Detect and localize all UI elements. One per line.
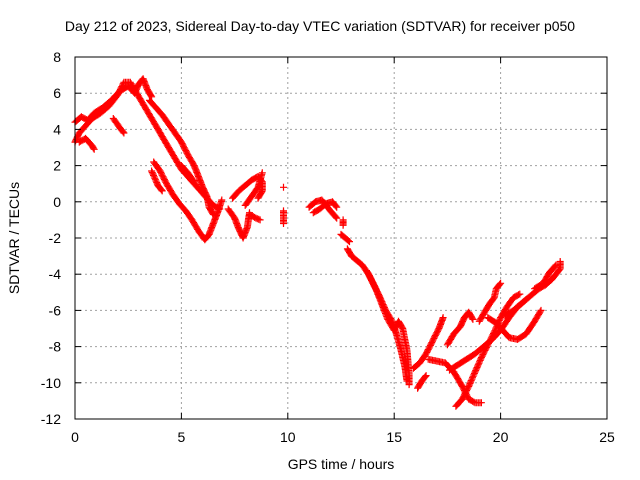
- series-i: [225, 206, 253, 242]
- x-tick-label: 0: [71, 429, 79, 445]
- x-tick-label: 15: [386, 429, 402, 445]
- y-axis-label: SDTVAR / TECUs: [6, 182, 22, 294]
- series-x: [444, 309, 477, 349]
- y-tick-label: -8: [49, 339, 62, 355]
- x-tick-label: 20: [493, 429, 509, 445]
- y-tick-label: 2: [53, 158, 61, 174]
- y-tick-label: -2: [49, 230, 62, 246]
- y-tick-label: 0: [53, 194, 61, 210]
- chart-canvas: 0 5 10 15 20 25 -12 -10 -8 -6 -4 -2 0 2 4 6 8: [0, 0, 640, 480]
- y-tick-label: -10: [41, 375, 61, 391]
- x-tick-label: 25: [599, 429, 615, 445]
- y-tick-label: -4: [49, 266, 62, 282]
- y-tick-label: 6: [53, 85, 61, 101]
- series-v: [414, 372, 430, 392]
- tick-labels: 0 5 10 15 20 25 -12 -10 -8 -6 -4 -2 0 2 4 6 8: [41, 49, 615, 445]
- y-tick-label: -12: [41, 411, 61, 427]
- series-d: [110, 115, 128, 137]
- series-r: [340, 216, 347, 228]
- data-point: [280, 184, 287, 191]
- y-tick-label: -6: [49, 302, 62, 318]
- data-point: [478, 399, 485, 406]
- data-point: [280, 220, 287, 227]
- series-n: [280, 207, 287, 227]
- grid-layer: [75, 57, 607, 419]
- series-m: [280, 184, 287, 191]
- x-axis-label: GPS time / hours: [75, 456, 607, 472]
- x-tick-label: 10: [280, 429, 296, 445]
- x-tick-label: 5: [178, 429, 186, 445]
- y-tick-label: 8: [53, 49, 61, 65]
- data-points: [72, 75, 564, 410]
- y-tick-label: 4: [53, 121, 61, 137]
